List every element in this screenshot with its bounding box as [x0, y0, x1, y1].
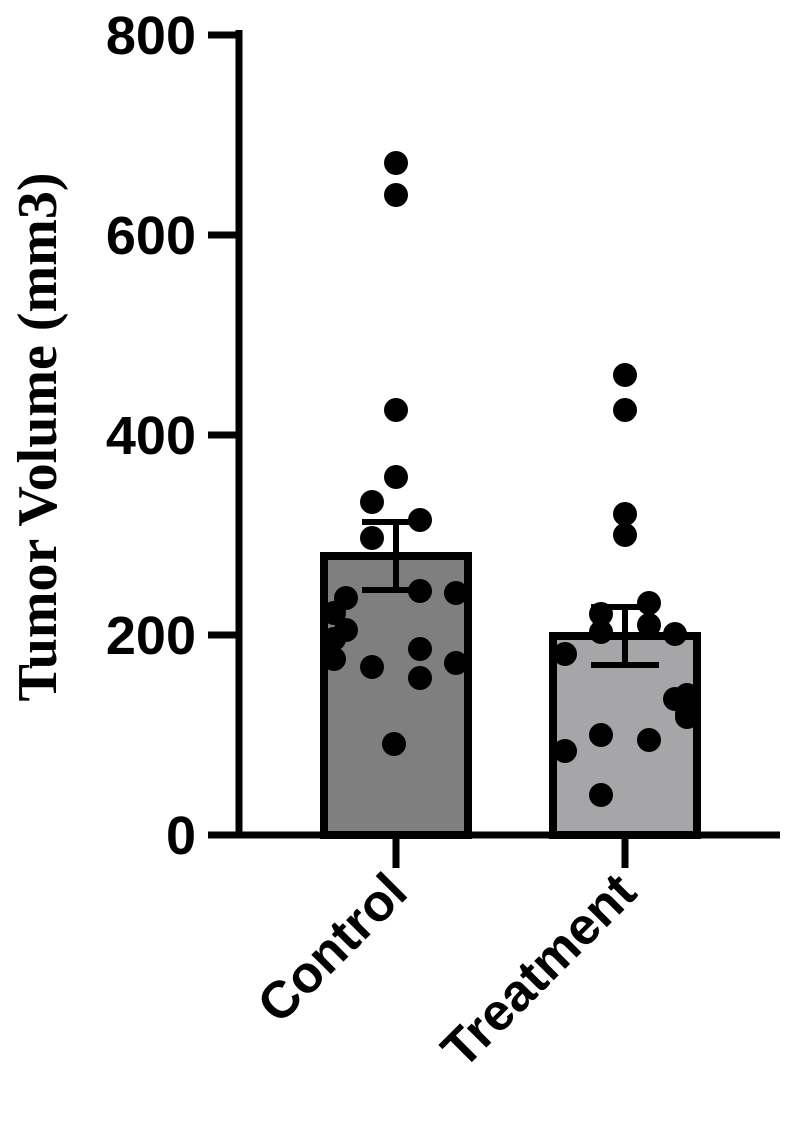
data-point [408, 666, 432, 690]
x-ticks: Control Treatment [247, 835, 648, 1079]
data-point [384, 398, 408, 422]
data-point [382, 732, 406, 756]
data-point [360, 490, 384, 514]
data-point [384, 183, 408, 207]
data-point [444, 581, 468, 605]
bars [320, 552, 701, 839]
data-point [553, 642, 577, 666]
data-point [613, 398, 637, 422]
data-point [322, 627, 346, 651]
data-point [384, 465, 408, 489]
x-tick-label: Control [247, 862, 419, 1034]
data-point [637, 613, 661, 637]
data-point [444, 651, 468, 675]
data-point [360, 655, 384, 679]
data-point [637, 591, 661, 615]
data-point [675, 705, 699, 729]
data-point [384, 151, 408, 175]
y-tick-label: 0 [166, 806, 196, 866]
y-axis-title: Tumor Volume (mm3) [7, 173, 69, 702]
data-point [322, 647, 346, 671]
y-tick-label: 400 [106, 406, 196, 466]
data-point [589, 620, 613, 644]
data-points [322, 151, 699, 807]
data-point [553, 739, 577, 763]
error-bars [362, 519, 659, 668]
y-ticks: 0 200 400 600 800 [106, 6, 239, 866]
data-point [589, 783, 613, 807]
data-point [589, 723, 613, 747]
y-tick-label: 600 [106, 206, 196, 266]
data-point [613, 523, 637, 547]
data-point [360, 526, 384, 550]
data-point [637, 728, 661, 752]
data-point [408, 637, 432, 661]
x-tick-label: Treatment [431, 862, 648, 1079]
data-point [613, 502, 637, 526]
data-point [663, 622, 687, 646]
y-tick-label: 800 [106, 6, 196, 66]
data-point [613, 363, 637, 387]
y-tick-label: 200 [106, 606, 196, 666]
data-point [322, 601, 346, 625]
